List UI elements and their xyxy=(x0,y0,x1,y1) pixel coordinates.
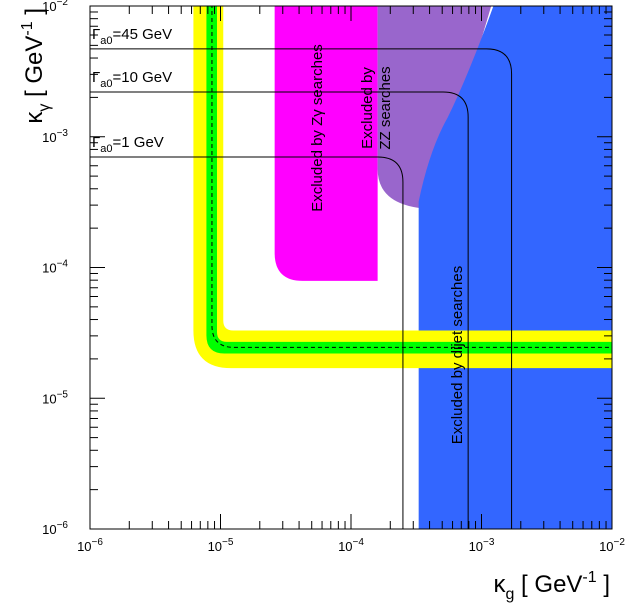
dijet-region-label: Excluded by dijet searches xyxy=(449,266,466,444)
y-axis-title: κγ [ GeV-1 ] xyxy=(19,8,53,124)
width-contour-2 xyxy=(90,156,404,529)
excluded-region-zz xyxy=(377,6,492,210)
y-tick-label: 10−5 xyxy=(42,389,68,406)
y-tick-label: 10−2 xyxy=(42,0,68,14)
width-label-2: Γa0=1 GeV xyxy=(92,134,164,155)
two-sigma-band xyxy=(193,6,612,369)
x-tick-label: 10−5 xyxy=(208,537,234,554)
axis-ticks xyxy=(89,5,613,530)
x-tick-label: 10−6 xyxy=(77,537,103,554)
plot-area xyxy=(90,6,612,529)
x-tick-label: 10−2 xyxy=(599,537,625,554)
width-contour-0 xyxy=(90,48,513,529)
zz-region-label-line2: ZZ searches xyxy=(377,66,394,149)
expected-central-line xyxy=(211,6,612,348)
width-label-1: Γa0=10 GeV xyxy=(92,69,172,90)
zgamma-region-label: Excluded by Zγ searches xyxy=(309,44,326,212)
x-tick-label: 10−4 xyxy=(338,537,364,554)
width-label-0: Γa0=45 GeV xyxy=(92,26,172,47)
y-tick-label: 10−6 xyxy=(42,520,68,537)
x-tick-label: 10−3 xyxy=(469,537,495,554)
y-tick-label: 10−4 xyxy=(42,259,68,276)
excluded-region-dijet xyxy=(418,6,612,529)
excluded-region-zgamma xyxy=(274,6,378,281)
axis-labels: 10−6 10−5 10−4 10−3 10−2 10−6 10−5 10−4 10−3 10−2… xyxy=(19,0,625,603)
width-contour-1 xyxy=(90,91,469,529)
y-tick-label: 10−3 xyxy=(42,128,68,145)
zz-region-label-line1: Excluded by xyxy=(359,67,376,149)
x-axis-title: κg [ GeV-1 ] xyxy=(493,569,610,603)
